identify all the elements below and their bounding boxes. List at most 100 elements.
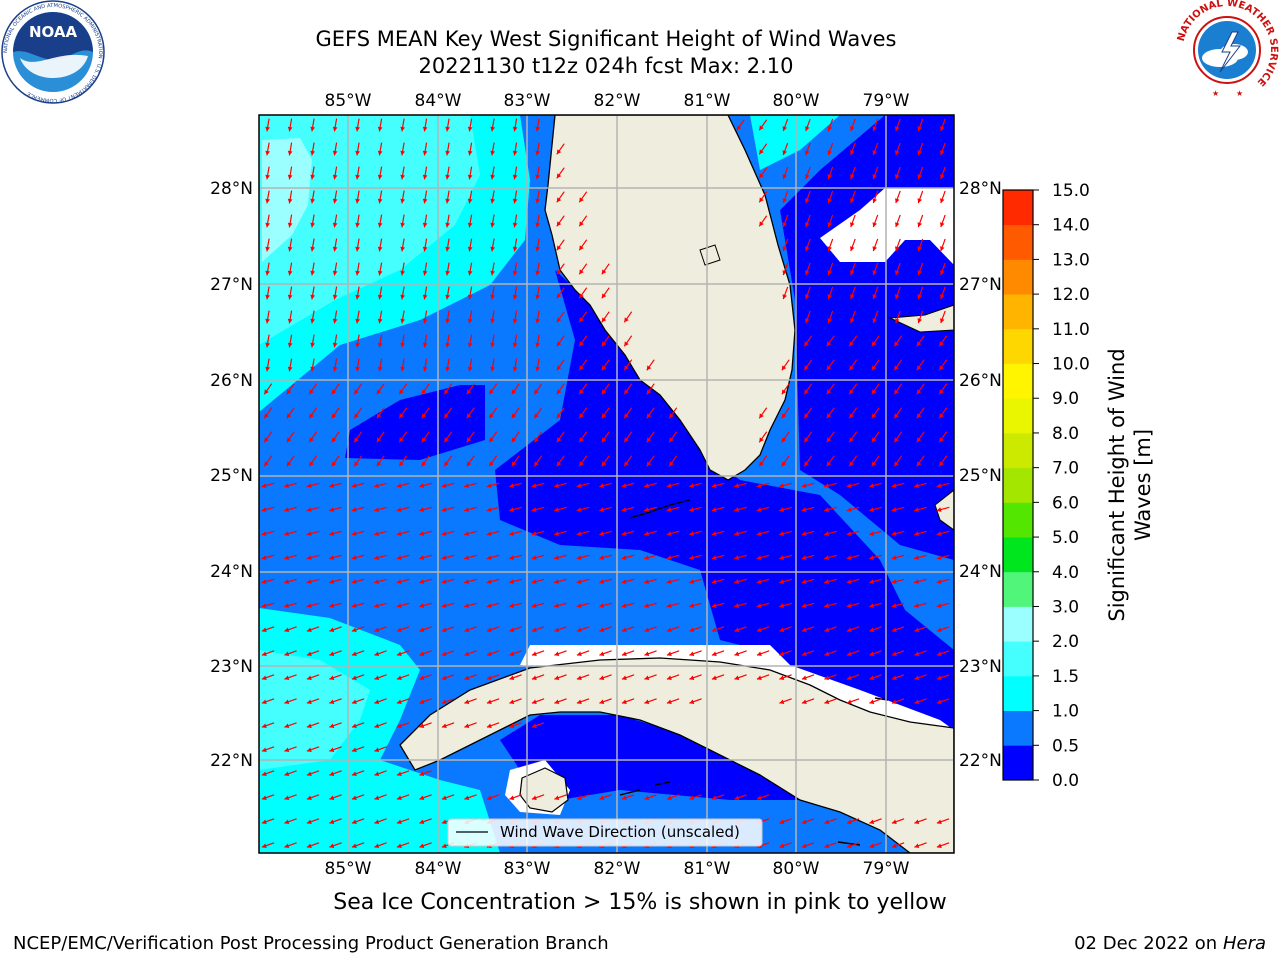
lon-label-bottom-83w: 83°W	[504, 859, 551, 879]
wave-direction-arrowhead	[826, 341, 832, 347]
wave-direction-arrowhead	[869, 579, 875, 584]
wave-direction-arrowhead	[936, 555, 942, 560]
wave-direction-arrowhead	[846, 555, 852, 560]
wave-direction-arrowhead	[490, 270, 495, 276]
wave-direction-arrowhead	[576, 699, 582, 704]
wave-direction-arrowhead	[531, 627, 537, 632]
wave-direction-arrowhead	[556, 245, 562, 251]
wave-direction-arrowhead	[377, 150, 383, 156]
wave-direction-arrowhead	[396, 843, 402, 848]
colorbar-frame	[1002, 189, 1034, 781]
wave-direction-arrowhead	[396, 627, 402, 632]
wave-direction-arrowhead	[400, 198, 405, 204]
wave-direction-arrowhead	[351, 507, 357, 512]
wave-direction-arrowhead	[309, 437, 314, 443]
wave-direction-arrowhead	[287, 126, 293, 132]
wave-direction-arrowhead	[782, 246, 787, 252]
colorbar-swatch	[1003, 328, 1033, 364]
wave-direction-arrowhead	[332, 174, 338, 180]
wave-direction-arrowhead	[422, 246, 428, 252]
wave-direction-arrowhead	[576, 675, 582, 680]
wave-direction-arrowhead	[464, 603, 470, 608]
wave-direction-arrowhead	[287, 366, 293, 372]
wave-direction-arrowhead	[422, 342, 428, 348]
wave-direction-arrowhead	[891, 675, 897, 680]
wave-direction-arrowhead	[464, 651, 470, 656]
wave-direction-arrowhead	[824, 843, 830, 848]
wave-direction-arrowhead	[556, 173, 562, 179]
wave-direction-arrowhead	[261, 507, 267, 512]
land-lake-okeechobee	[699, 244, 721, 266]
wave-direction-arrowhead	[490, 174, 495, 180]
wave-direction-arrowhead	[939, 461, 944, 467]
wave-direction-arrowhead	[804, 413, 809, 419]
wave-direction-arrowhead	[265, 174, 270, 180]
wave-direction-arrowhead	[599, 507, 605, 512]
wind-wave-arrows	[261, 118, 950, 848]
wave-direction-arrowhead	[509, 531, 515, 536]
wave-direction-arrowhead	[826, 413, 832, 419]
lat-label-right-23n: 23°N	[959, 657, 1002, 677]
wave-direction-arrowhead	[531, 723, 537, 728]
colorbar-tick-label: 7.0	[1052, 459, 1079, 479]
colorbar-tick-label: 10.0	[1052, 355, 1090, 375]
wave-direction-arrowhead	[914, 843, 920, 848]
wave-direction-arrowhead	[419, 483, 425, 488]
wave-direction-arrowhead	[689, 507, 695, 512]
wave-direction-arrowhead	[621, 627, 627, 632]
wave-direction-arrowhead	[261, 651, 267, 656]
wave-direction-arrowhead	[331, 461, 337, 467]
wave-direction-arrowhead	[871, 461, 877, 467]
wave-direction-arrowhead	[419, 723, 425, 728]
wave-direction-arrowhead	[441, 627, 447, 632]
colorbar-swatch	[1003, 745, 1033, 781]
map-axis-labels: 85°W 84°W 83°W 82°W 81°W 80°W 79°W 85°W …	[210, 91, 1002, 879]
wave-direction-arrowhead	[374, 651, 380, 656]
wave-direction-arrowhead	[599, 699, 605, 704]
wave-direction-arrowhead	[779, 603, 785, 608]
wave-direction-arrowhead	[801, 483, 807, 488]
wave-direction-arrowhead	[486, 675, 492, 680]
wave-direction-arrowhead	[759, 437, 764, 443]
wave-direction-arrowhead	[576, 555, 582, 560]
wave-direction-arrowhead	[419, 627, 425, 632]
wave-direction-arrowhead	[400, 342, 405, 348]
wave-direction-arrowhead	[445, 222, 450, 228]
wave-direction-arrowhead	[779, 579, 785, 584]
wave-direction-arrowhead	[265, 246, 270, 252]
wave-direction-arrowhead	[666, 627, 672, 632]
wave-direction-arrowhead	[894, 413, 899, 419]
wave-direction-arrowhead	[734, 675, 740, 680]
wave-direction-arrowhead	[396, 555, 402, 560]
wave-direction-arrowhead	[756, 507, 762, 512]
wave-direction-arrowhead	[871, 341, 877, 347]
wave-direction-arrowhead	[850, 270, 855, 276]
wave-direction-arrowhead	[801, 651, 807, 656]
wave-direction-arrowhead	[554, 579, 560, 584]
wave-direction-arrowhead	[850, 222, 855, 228]
wave-direction-arrowhead	[939, 437, 944, 443]
wave-direction-arrowhead	[779, 675, 785, 680]
wave-direction-arrowhead	[419, 819, 425, 824]
wave-direction-arrowhead	[284, 723, 290, 728]
wave-direction-arrowhead	[467, 222, 473, 228]
wave-direction-arrowhead	[374, 579, 380, 584]
wave-direction-arrowhead	[464, 699, 470, 704]
wave-direction-arrowhead	[329, 555, 335, 560]
wave-direction-arrowhead	[914, 699, 920, 704]
colorbar-swatch	[1003, 502, 1033, 538]
colorbar-tick-label: 8.0	[1052, 424, 1079, 444]
colorbar-swatch	[1003, 398, 1033, 434]
wave-direction-arrowhead	[374, 747, 380, 752]
wave-direction-arrowhead	[579, 269, 584, 275]
wave-direction-arrowhead	[917, 198, 922, 204]
lat-label-left-28n: 28°N	[210, 179, 253, 199]
wave-direction-arrowhead	[872, 318, 877, 324]
wave-direction-arrowhead	[376, 461, 382, 467]
wave-direction-arrowhead	[666, 675, 672, 680]
wave-direction-arrowhead	[284, 795, 290, 800]
colorbar-tick-label: 12.0	[1052, 285, 1090, 305]
wave-direction-arrowhead	[666, 795, 672, 800]
wave-direction-arrowhead	[782, 198, 787, 204]
wave-direction-arrowhead	[261, 483, 267, 488]
